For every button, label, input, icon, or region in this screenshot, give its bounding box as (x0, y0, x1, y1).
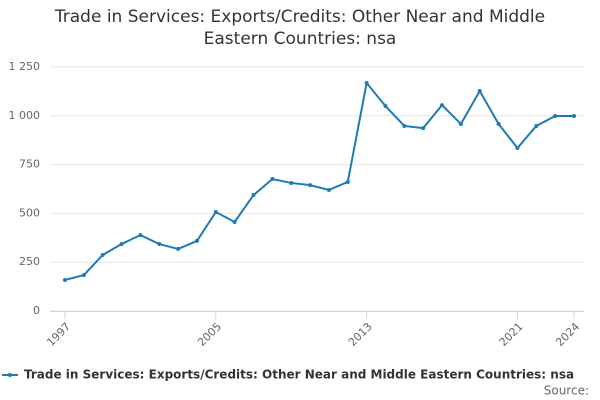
point (289, 180, 294, 185)
point (138, 233, 143, 238)
legend-item: Trade in Services: Exports/Credits: Othe… (2, 368, 574, 382)
legend-marker (8, 373, 12, 377)
point (119, 242, 124, 247)
point (194, 238, 199, 243)
point (81, 273, 86, 278)
point (515, 146, 520, 151)
point (458, 121, 463, 126)
point (477, 89, 482, 94)
point (176, 246, 181, 251)
x-tick-label: 2021 (497, 320, 526, 349)
point (440, 103, 445, 108)
y-tick-label: 500 (19, 206, 40, 219)
point (326, 187, 331, 192)
point (364, 81, 369, 86)
point (553, 113, 558, 118)
x-tick-label: 2013 (346, 320, 375, 349)
point (270, 177, 275, 182)
legend-label: Trade in Services: Exports/Credits: Othe… (24, 368, 574, 382)
point (572, 113, 576, 118)
point (345, 179, 350, 184)
point (251, 193, 256, 198)
point (100, 252, 105, 257)
point (232, 219, 237, 224)
point (213, 210, 218, 215)
x-tick-label: 2005 (195, 320, 224, 349)
point (496, 121, 501, 126)
point (402, 123, 407, 128)
point (63, 277, 67, 282)
x-tick-label: 1997 (44, 320, 73, 349)
point (421, 126, 426, 131)
line (64, 80, 574, 281)
y-tick-label: 250 (19, 255, 40, 268)
point (157, 242, 162, 247)
y-tick-label: 750 (19, 158, 40, 171)
point (534, 123, 539, 128)
y-tick-label: 1 250 (9, 60, 41, 73)
chart-title: Trade in Services: Exports/Credits: Othe… (54, 7, 546, 49)
y-tick-label: 1 000 (9, 109, 41, 122)
y-tick-label: 0 (33, 304, 40, 317)
source: Source: (544, 384, 589, 398)
x-tick-label: 2024 (553, 320, 582, 349)
point (308, 183, 313, 188)
point (383, 104, 388, 109)
